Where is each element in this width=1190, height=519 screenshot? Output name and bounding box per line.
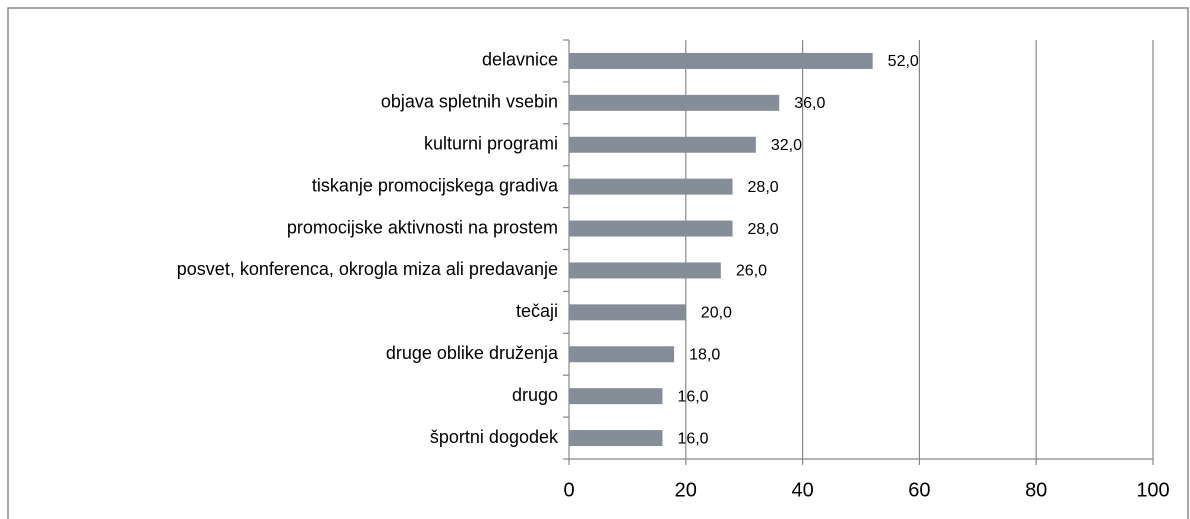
y-tick-label: objava spletnih vsebin [381,92,558,112]
x-tick-label: 60 [908,479,930,501]
y-tick-label: tiskanje promocijskega gradiva [312,175,559,195]
value-label: 16,0 [677,430,708,447]
value-label: 36,0 [794,95,825,112]
y-tick-label: promocijske aktivnosti na prostem [287,217,558,237]
x-tick-label: 100 [1136,479,1169,501]
bar [569,94,780,111]
y-tick-label: druge oblike druženja [386,343,559,363]
value-label: 26,0 [736,263,767,280]
value-label: 28,0 [748,221,779,238]
bar [569,388,663,405]
x-tick-label: 40 [791,479,813,501]
bar [569,52,873,69]
y-tick-label: tečaji [516,301,558,321]
y-tick-label: delavnice [482,50,558,70]
bar [569,178,733,195]
value-label: 32,0 [771,137,802,154]
y-tick-label: posvet, konferenca, okrogla miza ali pre… [177,259,558,279]
value-label: 18,0 [689,346,720,363]
y-tick-label: kulturni programi [424,134,558,154]
value-label: 16,0 [677,388,708,405]
value-label: 52,0 [888,53,919,70]
bar [569,346,675,363]
value-label: 20,0 [701,305,732,322]
y-tick-label: športni dogodek [430,427,559,447]
bar [569,430,663,447]
x-tick-label: 0 [563,479,574,501]
y-tick-label: drugo [512,385,558,405]
x-tick-label: 20 [675,479,697,501]
bar [569,220,733,237]
x-tick-label: 80 [1025,479,1047,501]
bar [569,304,686,321]
chart-border [7,7,1189,519]
bar [569,262,721,279]
bar [569,136,756,153]
value-label: 28,0 [748,179,779,196]
